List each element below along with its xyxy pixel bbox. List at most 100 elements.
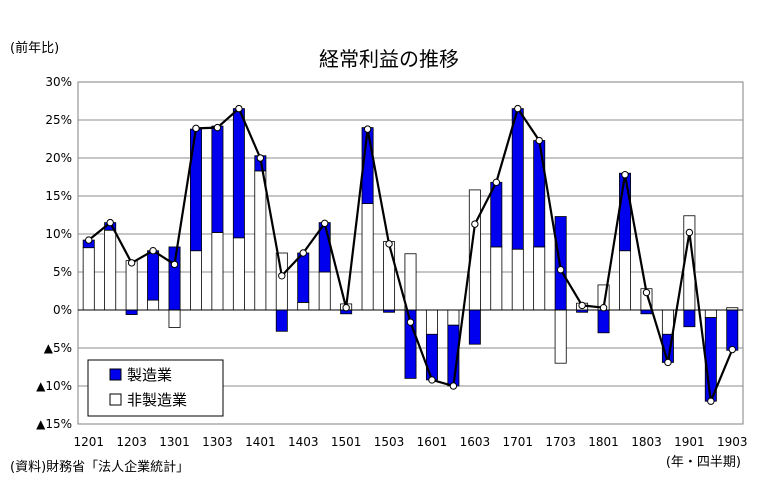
- x-tick-label: 1701: [502, 435, 533, 449]
- x-tick-label: 1403: [288, 435, 319, 449]
- bar-non-manufacturing: [104, 229, 117, 311]
- legend-swatch-non-manufacturing: [109, 393, 122, 406]
- y-tick-label: 30%: [45, 75, 72, 89]
- bar-manufacturing: [425, 333, 438, 381]
- total-line-point: [514, 104, 522, 113]
- x-tick-label: 1201: [73, 435, 104, 449]
- bar-manufacturing: [683, 309, 696, 328]
- y-tick-label: ▲10%: [36, 379, 72, 393]
- bar-non-manufacturing: [82, 247, 95, 311]
- x-unit-label: (年・四半期): [666, 455, 741, 470]
- total-line-series: [85, 104, 736, 405]
- legend: 製造業 非製造業: [87, 359, 224, 417]
- bar-manufacturing: [597, 309, 610, 334]
- x-tick-label: 1401: [245, 435, 276, 449]
- bar-non-manufacturing: [168, 309, 181, 328]
- legend-label-non-manufacturing: 非製造業: [127, 391, 187, 409]
- bar-non-manufacturing: [254, 170, 267, 311]
- bar-manufacturing: [533, 140, 546, 248]
- total-line-point: [728, 345, 736, 354]
- x-tick-label: 1503: [374, 435, 405, 449]
- total-line-point: [299, 249, 307, 257]
- bar-non-manufacturing: [425, 309, 438, 335]
- bar-manufacturing: [275, 309, 288, 332]
- total-line-point: [556, 266, 565, 274]
- total-line-point: [685, 228, 694, 237]
- bar-non-manufacturing: [704, 309, 717, 318]
- total-line-point: [385, 240, 393, 248]
- bar-non-manufacturing: [190, 250, 202, 311]
- bar-non-manufacturing: [361, 203, 374, 311]
- chart-title: 経常利益の推移: [319, 47, 459, 71]
- total-line-point: [471, 220, 479, 228]
- x-tick-label: 1801: [588, 435, 619, 449]
- bar-manufacturing: [232, 108, 245, 239]
- total-line-point: [642, 288, 651, 297]
- total-line-point: [235, 104, 243, 113]
- bar-non-manufacturing: [383, 241, 396, 311]
- total-line-point: [664, 358, 672, 367]
- legend-swatch-manufacturing: [109, 368, 122, 381]
- bar-manufacturing: [211, 125, 224, 233]
- x-axis-ticks: 1201 1203 1301 1303 1401 1403 1501 1503 1601 1603…: [73, 435, 747, 449]
- total-line-point: [213, 123, 222, 132]
- y-tick-label: 20%: [45, 151, 72, 165]
- source-note: (資料)財務省「法人企業統計」: [10, 459, 189, 475]
- bar-manufacturing: [511, 108, 524, 250]
- total-line-point: [578, 301, 586, 310]
- bar-non-manufacturing: [619, 250, 631, 311]
- plot-area-frame: [77, 81, 744, 425]
- bar-non-manufacturing: [404, 253, 417, 311]
- bar-manufacturing: [297, 252, 310, 303]
- bar-non-manufacturing: [125, 260, 138, 311]
- bar-non-manufacturing: [211, 232, 224, 311]
- y-tick-label: ▲15%: [36, 417, 72, 431]
- bar-non-manufacturing: [275, 252, 288, 311]
- bar-manufacturing: [704, 317, 717, 402]
- total-line-point: [127, 259, 136, 267]
- bar-non-manufacturing: [533, 246, 546, 311]
- bar-manufacturing: [468, 309, 481, 345]
- total-line-point: [599, 304, 608, 312]
- total-line-point: [85, 236, 93, 244]
- bar-manufacturing: [168, 246, 181, 311]
- total-line-point: [342, 304, 350, 312]
- total-line-point: [256, 154, 265, 162]
- x-tick-label: 1703: [545, 435, 576, 449]
- x-tick-label: 1303: [202, 435, 233, 449]
- total-line-point: [320, 219, 329, 228]
- x-tick-label: 1301: [159, 435, 190, 449]
- bar-non-manufacturing: [147, 299, 160, 311]
- total-line-point: [406, 318, 415, 326]
- bar-non-manufacturing: [554, 309, 567, 364]
- bar-non-manufacturing: [318, 271, 331, 311]
- y-tick-label: 15%: [45, 189, 72, 203]
- bar-manufacturing: [726, 309, 739, 351]
- y-tick-label: 5%: [53, 265, 72, 279]
- bar-manufacturing: [125, 309, 138, 315]
- total-line-point: [428, 376, 436, 384]
- bar-non-manufacturing: [511, 248, 524, 311]
- total-line-point: [363, 125, 372, 133]
- bar-non-manufacturing: [447, 309, 460, 326]
- x-tick-label: 1203: [116, 435, 147, 449]
- y-axis-ticks: 30% 25% 20% 15% 10% 5% 0% ▲5% ▲10% ▲15%: [36, 75, 72, 431]
- bar-manufacturing: [619, 172, 631, 252]
- bar-manufacturing: [147, 250, 160, 301]
- x-tick-label: 1603: [460, 435, 491, 449]
- legend-label-manufacturing: 製造業: [127, 366, 172, 384]
- bar-non-manufacturing: [232, 237, 245, 311]
- x-tick-label: 1803: [631, 435, 662, 449]
- total-line-point: [492, 178, 501, 187]
- total-line-point: [707, 397, 715, 405]
- y-tick-label: 25%: [45, 113, 72, 127]
- total-line-point: [621, 171, 629, 179]
- total-line-point: [106, 218, 114, 227]
- total-line-point: [535, 136, 543, 145]
- y-tick-label: 10%: [45, 227, 72, 241]
- bar-manufacturing: [640, 309, 653, 315]
- total-line-point: [192, 124, 200, 133]
- total-line-point: [278, 272, 286, 280]
- total-line-point: [170, 260, 179, 269]
